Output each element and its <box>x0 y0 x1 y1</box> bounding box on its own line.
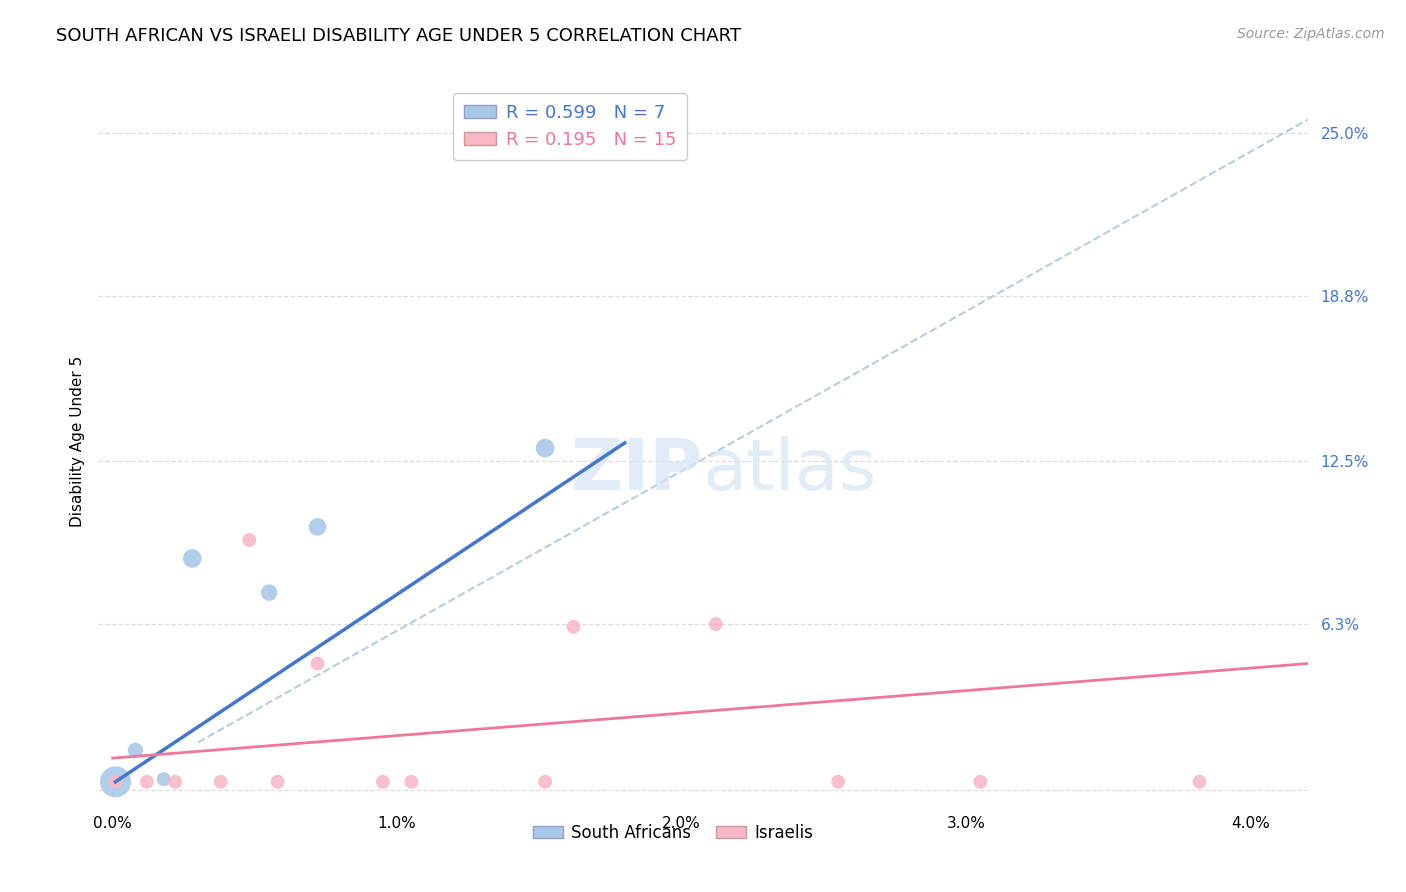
Point <box>704 617 727 632</box>
Point <box>969 774 991 789</box>
Point <box>307 520 329 534</box>
Point <box>266 774 288 789</box>
Point <box>104 774 127 789</box>
Point <box>534 774 557 789</box>
Point <box>238 533 260 547</box>
Point <box>562 620 585 634</box>
Point <box>1188 774 1211 789</box>
Point <box>135 774 157 789</box>
Point <box>153 772 176 786</box>
Point <box>181 551 204 566</box>
Point <box>401 774 423 789</box>
Text: Source: ZipAtlas.com: Source: ZipAtlas.com <box>1237 27 1385 41</box>
Point <box>827 774 849 789</box>
Point <box>371 774 394 789</box>
Point <box>209 774 232 789</box>
Text: SOUTH AFRICAN VS ISRAELI DISABILITY AGE UNDER 5 CORRELATION CHART: SOUTH AFRICAN VS ISRAELI DISABILITY AGE … <box>56 27 741 45</box>
Text: atlas: atlas <box>703 436 877 505</box>
Point <box>124 743 146 757</box>
Point <box>257 585 280 599</box>
Legend: South Africans, Israelis: South Africans, Israelis <box>526 817 820 848</box>
Text: ZIP: ZIP <box>571 436 703 505</box>
Point <box>104 774 127 789</box>
Point <box>307 657 329 671</box>
Point <box>165 774 187 789</box>
Point <box>534 441 557 455</box>
Y-axis label: Disability Age Under 5: Disability Age Under 5 <box>69 356 84 527</box>
